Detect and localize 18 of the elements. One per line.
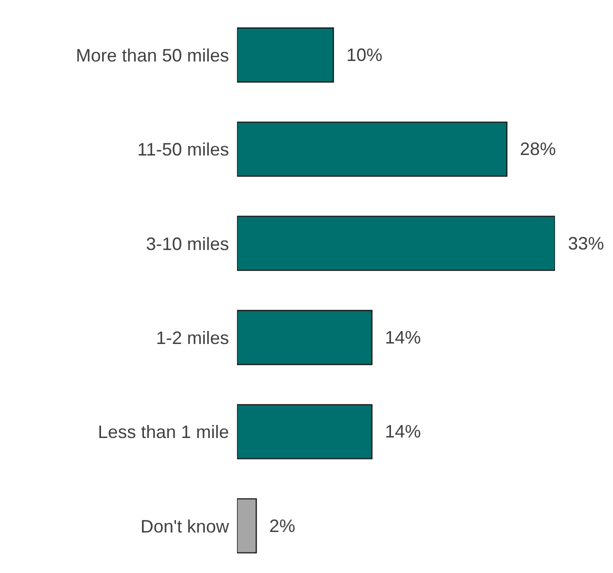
bar bbox=[237, 216, 555, 271]
data-label: 14% bbox=[384, 328, 421, 348]
y-tick-label: 3-10 miles bbox=[146, 234, 229, 254]
data-label: 2% bbox=[269, 516, 296, 536]
bar bbox=[237, 27, 334, 83]
y-tick-label: Don't know bbox=[140, 516, 230, 536]
bar bbox=[237, 310, 373, 366]
data-label: 28% bbox=[520, 139, 556, 160]
y-tick-label: 1-2 miles bbox=[156, 328, 229, 348]
bar bbox=[237, 404, 373, 460]
bar bbox=[237, 498, 257, 554]
data-label: 33% bbox=[568, 233, 604, 254]
y-tick-label: More than 50 miles bbox=[76, 45, 229, 66]
data-label: 14% bbox=[384, 422, 421, 442]
y-tick-label: Less than 1 mile bbox=[98, 422, 229, 442]
bar bbox=[237, 122, 508, 177]
y-tick-label: 11-50 miles bbox=[137, 140, 229, 160]
data-label: 10% bbox=[346, 45, 382, 65]
